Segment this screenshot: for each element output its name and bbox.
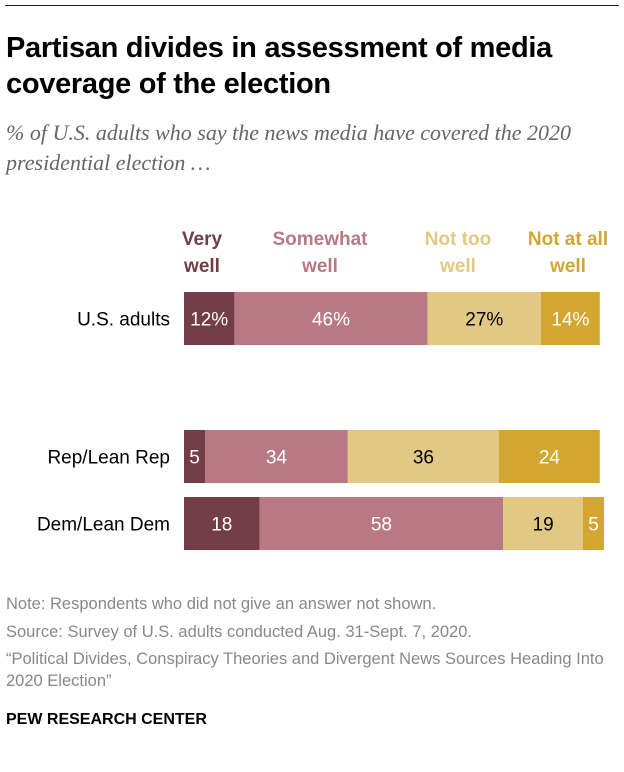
- data-label: 24: [539, 448, 561, 469]
- data-label: 12%: [190, 310, 228, 331]
- data-label: 27%: [465, 310, 503, 331]
- bar-segment: [184, 292, 235, 345]
- bar-segment: [234, 292, 428, 345]
- data-label: 5: [588, 515, 599, 536]
- bar-segment: [427, 292, 541, 345]
- bar-segment: [205, 430, 348, 483]
- stacked-bar-chart: Very well Somewhat well Not too well Not at al…: [37, 229, 608, 550]
- pew-logo-text: PEW RESEARCH CENTER: [6, 711, 207, 728]
- bar-segment: [347, 430, 499, 483]
- data-label: 18: [211, 515, 232, 536]
- report-title: “Political Divides, Conspiracy Theories …: [6, 650, 604, 690]
- data-label: 36: [413, 448, 434, 469]
- legend-label: Very: [182, 229, 223, 250]
- legend-label: well: [183, 256, 220, 277]
- legend-label: Not at all: [528, 229, 608, 250]
- data-label: 14%: [551, 310, 589, 331]
- bar-segment: [184, 497, 260, 550]
- bar-segment: [499, 430, 600, 483]
- bar-segment: [583, 497, 604, 550]
- chart-title: Partisan divides in assessment of media …: [6, 32, 552, 100]
- note-text: Note: Respondents who did not give an an…: [6, 595, 437, 613]
- legend-label: well: [301, 256, 338, 277]
- bar-segment: [541, 292, 600, 345]
- bar-segment: [184, 430, 205, 483]
- legend-label: well: [549, 256, 586, 277]
- top-rule: [5, 5, 619, 6]
- chart-subtitle: % of U.S. adults who say the news media …: [6, 120, 571, 175]
- legend-label: well: [439, 256, 476, 277]
- legend-label: Not too: [425, 229, 491, 250]
- category-label: Rep/Lean Rep: [47, 448, 170, 469]
- data-label: 58: [371, 515, 392, 536]
- category-label: Dem/Lean Dem: [37, 515, 170, 536]
- category-label: U.S. adults: [77, 310, 170, 331]
- bar-segment: [503, 497, 583, 550]
- data-label: 19: [533, 515, 554, 536]
- data-label: 46%: [312, 310, 350, 331]
- bar-segment: [259, 497, 504, 550]
- data-label: 34: [266, 448, 288, 469]
- source-text: Source: Survey of U.S. adults conducted …: [6, 623, 472, 641]
- legend-label: Somewhat: [272, 229, 368, 250]
- data-label: 5: [189, 448, 200, 469]
